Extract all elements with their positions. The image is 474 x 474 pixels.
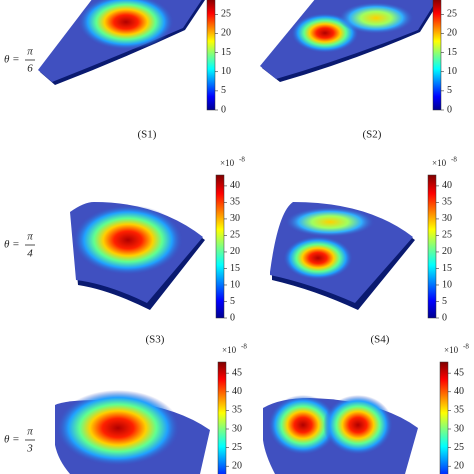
colorbar-exponent: ×10 xyxy=(220,158,235,168)
colorbar-tick-label: 35 xyxy=(442,197,452,208)
theta-lhs: θ = xyxy=(4,434,20,446)
colorbar-tick-label: 40 xyxy=(454,386,464,397)
panel-label: (S4) xyxy=(371,334,390,346)
colorbar-tick-label: 30 xyxy=(230,213,240,224)
colorbar-tick-label: 25 xyxy=(230,230,240,241)
colorbar-tick-label: 30 xyxy=(232,423,242,434)
colorbar-tick-label: 15 xyxy=(442,263,452,274)
colorbar-tick-label: 25 xyxy=(442,230,452,241)
colorbar xyxy=(217,361,227,474)
colorbar-tick-label: 25 xyxy=(221,9,231,20)
surfaces xyxy=(38,0,440,474)
colorbar-tick-label: 20 xyxy=(221,28,231,39)
colorbar-tick-label: 5 xyxy=(447,85,452,96)
colorbar-tick-label: 20 xyxy=(447,28,457,39)
colorbar-tick-label: 0 xyxy=(230,312,235,323)
colorbar-tick-label: 40 xyxy=(442,180,452,191)
theta-lhs: θ = xyxy=(4,239,20,251)
colorbar-tick-label: 0 xyxy=(442,312,447,323)
colorbar-tick-label: 15 xyxy=(221,47,231,58)
colorbar-tick-label: 10 xyxy=(221,66,231,77)
theta-den: 3 xyxy=(26,443,33,455)
colorbar xyxy=(439,361,449,474)
colorbar-tick-label: 30 xyxy=(442,213,452,224)
colorbar-tick-label: 5 xyxy=(230,296,235,307)
colorbar-tick-label: 15 xyxy=(447,47,457,58)
theta-den: 6 xyxy=(27,63,33,75)
colorbar-tick-label: 25 xyxy=(454,442,464,453)
colorbar-tick-label: 10 xyxy=(230,279,240,290)
theta-num: π xyxy=(27,231,33,243)
panel-label: (S3) xyxy=(146,334,165,346)
colorbar-tick-label: 5 xyxy=(221,85,226,96)
colorbar-tick-label: 25 xyxy=(447,9,457,20)
theta-lhs: θ = xyxy=(4,54,20,66)
colorbar xyxy=(215,174,225,319)
colorbar-power: -8 xyxy=(239,156,245,164)
theta-num: π xyxy=(27,426,33,438)
colorbar-tick-label: 35 xyxy=(230,197,240,208)
colorbar-tick-label: 35 xyxy=(232,405,242,416)
colorbar-tick-label: 15 xyxy=(230,263,240,274)
colorbar-exponent: ×10 xyxy=(222,345,237,355)
theta-num: π xyxy=(27,46,33,58)
colorbar-exponent: ×10 xyxy=(432,158,447,168)
colorbar-power: -8 xyxy=(463,343,469,351)
colorbar-tick-label: 35 xyxy=(454,405,464,416)
colorbar-tick-label: 0 xyxy=(221,104,226,115)
colorbar-tick-label: 20 xyxy=(232,461,242,472)
colorbar-exponent: ×10 xyxy=(444,345,459,355)
colorbar-power: -8 xyxy=(241,343,247,351)
colorbar-tick-label: 20 xyxy=(442,246,452,257)
colorbar xyxy=(432,0,442,111)
colorbar-tick-label: 40 xyxy=(232,386,242,397)
colorbar-tick-label: 25 xyxy=(232,442,242,453)
colorbar-tick-label: 0 xyxy=(447,104,452,115)
colorbar-power: -8 xyxy=(451,156,457,164)
colorbar-tick-label: 10 xyxy=(447,66,457,77)
colorbar-tick-label: 10 xyxy=(442,279,452,290)
colorbar xyxy=(206,0,216,111)
theta-den: 4 xyxy=(27,248,33,260)
colorbar-tick-label: 20 xyxy=(230,246,240,257)
colorbar xyxy=(427,174,437,319)
colorbar-tick-label: 20 xyxy=(454,461,464,472)
colorbar-tick-label: 5 xyxy=(442,296,447,307)
panel-label: (S2) xyxy=(363,129,382,141)
panel-label: (S1) xyxy=(138,129,157,141)
colorbar-tick-label: 45 xyxy=(232,367,242,378)
colorbar-tick-label: 30 xyxy=(454,423,464,434)
colorbar-tick-label: 40 xyxy=(230,180,240,191)
colorbar-tick-label: 45 xyxy=(454,367,464,378)
